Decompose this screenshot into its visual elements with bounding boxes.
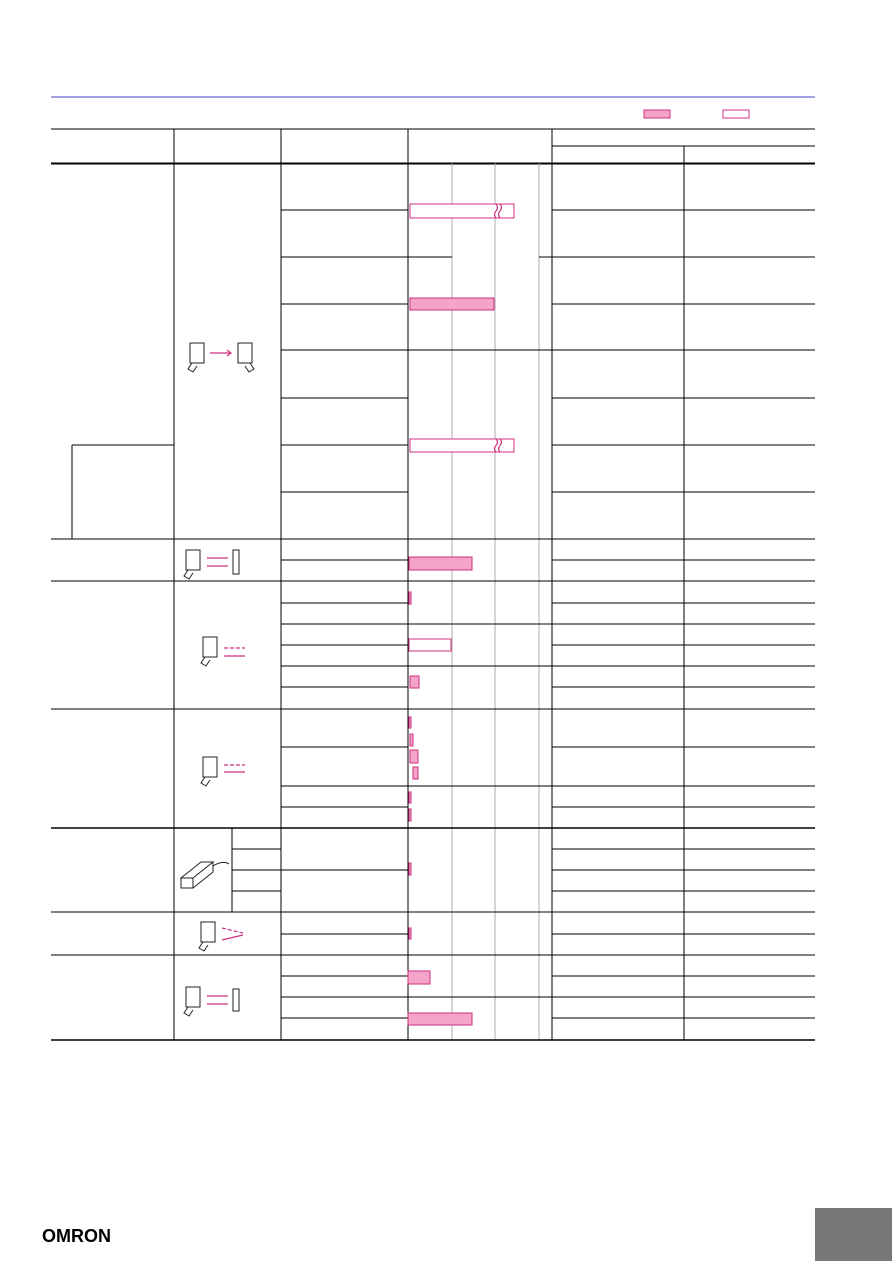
table-grid: [51, 128, 815, 1041]
legend-outline: [722, 109, 750, 119]
corner-tab: [815, 1208, 892, 1261]
range-bars: [407, 203, 515, 1026]
sensor-icons: [179, 342, 255, 1017]
legend-filled: [643, 109, 671, 119]
logo: OMRON: [42, 1226, 111, 1246]
